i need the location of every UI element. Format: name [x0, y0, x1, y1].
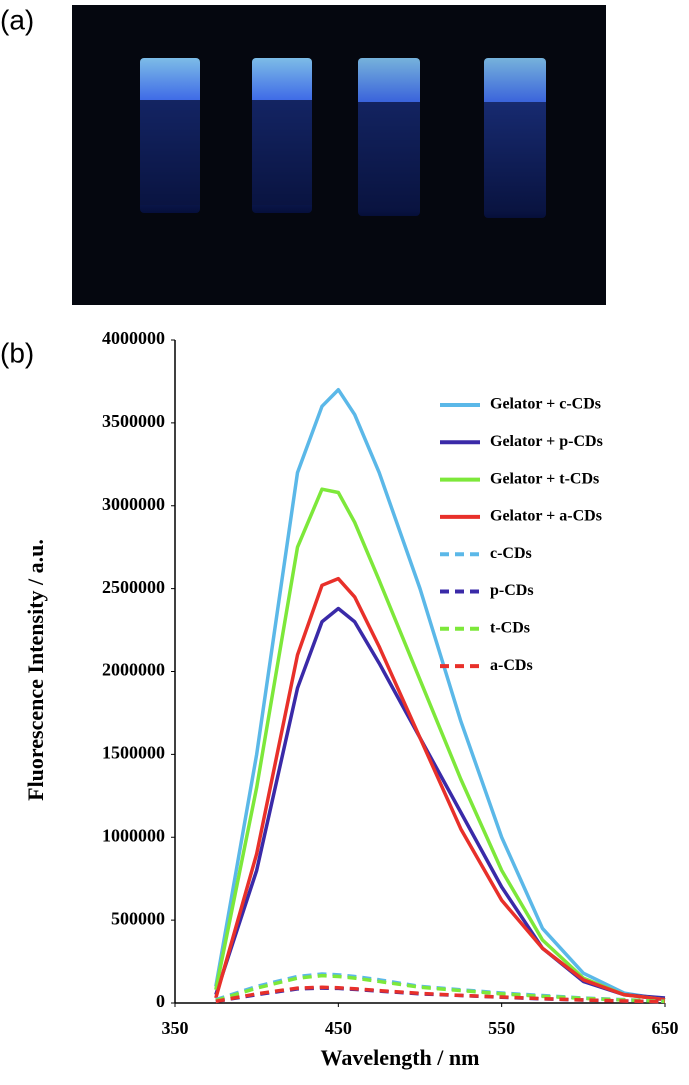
legend-label: Gelator + t-CDs [490, 470, 599, 487]
series-line [214, 576, 666, 1002]
legend-label: Gelator + a-CDs [490, 508, 602, 525]
x-tick-label: 550 [488, 1018, 515, 1038]
legend-label: p-CDs [490, 582, 534, 599]
y-axis-title: Fluorescence Intensity / a.u. [23, 539, 48, 801]
x-tick-label: 350 [162, 1018, 189, 1038]
y-tick-label: 2500000 [102, 577, 165, 597]
y-tick-label: 2000000 [102, 660, 165, 680]
x-axis-title: Wavelength / nm [321, 1045, 480, 1070]
legend-label: Gelator + p-CDs [490, 433, 603, 450]
panel-label: (a) [0, 4, 34, 35]
legend-label: a-CDs [490, 657, 533, 674]
y-tick-label: 500000 [111, 908, 165, 928]
y-tick-label: 0 [156, 991, 165, 1011]
series-line [215, 985, 666, 1004]
y-tick-label: 1500000 [102, 743, 165, 763]
series-line [214, 387, 666, 1002]
legend-label: t-CDs [490, 619, 530, 636]
y-tick-label: 4000000 [102, 328, 165, 348]
legend-label: c-CDs [490, 545, 532, 562]
y-tick-label: 1000000 [102, 825, 165, 845]
panel-label: (b) [0, 337, 34, 368]
x-tick-label: 450 [325, 1018, 352, 1038]
photo [72, 5, 606, 305]
series-line [214, 487, 666, 1002]
legend-label: Gelator + c-CDs [490, 396, 601, 413]
series-line [215, 973, 666, 1004]
y-tick-label: 3000000 [102, 494, 165, 514]
y-tick-label: 3500000 [102, 411, 165, 431]
x-tick-label: 650 [652, 1018, 679, 1038]
